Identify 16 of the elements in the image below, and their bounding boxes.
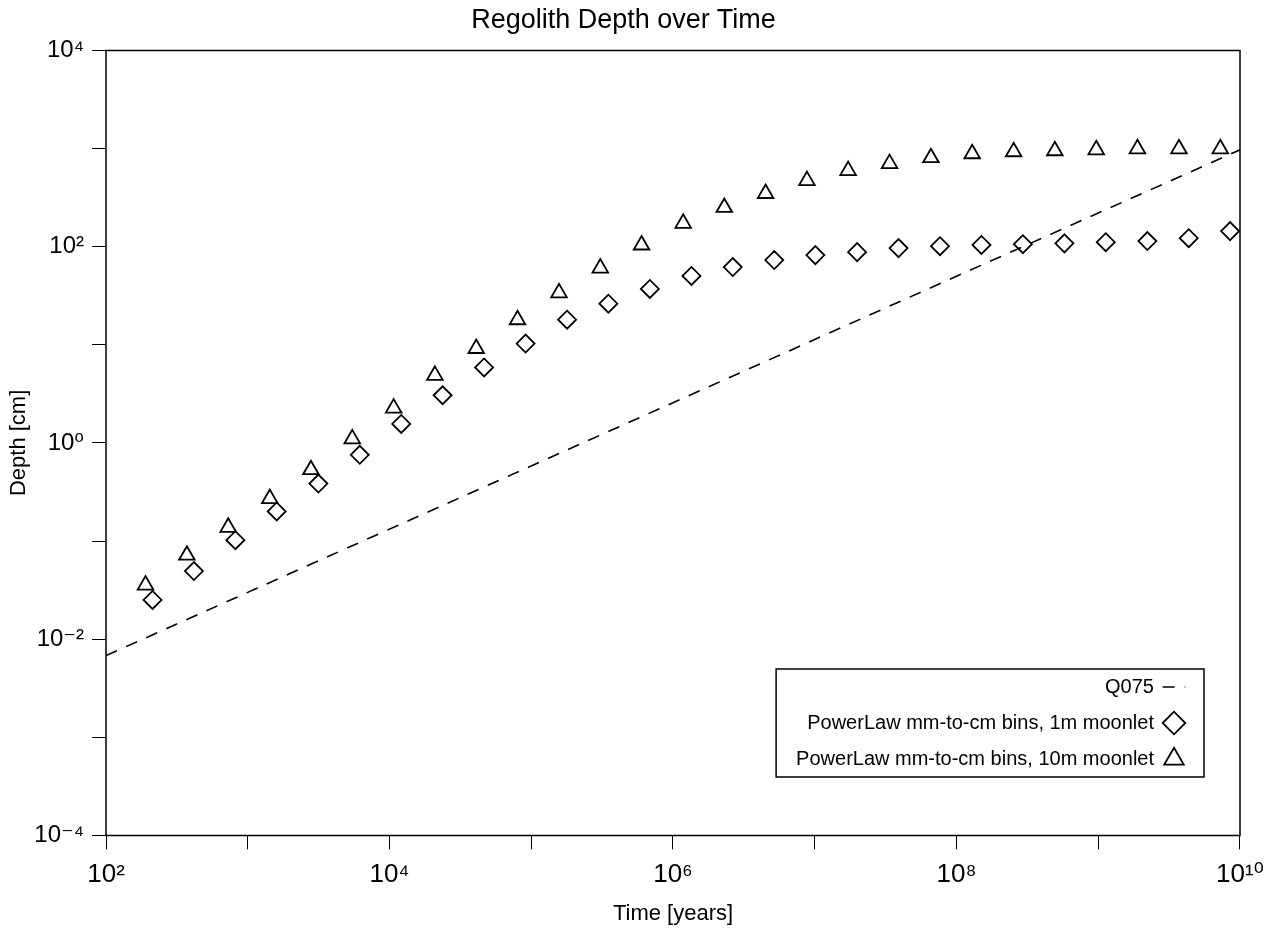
x-tick-label: 10⁶ bbox=[653, 858, 693, 889]
x-axis-title: Time [years] bbox=[612, 899, 734, 925]
x-tick-label: 10¹⁰ bbox=[1215, 858, 1265, 889]
y-tick-label: 10⁴ bbox=[46, 35, 84, 63]
legend-label: PowerLaw mm-to-cm bins, 1m moonlet bbox=[807, 710, 1155, 733]
y-axis-title: Depth [cm] bbox=[5, 389, 31, 497]
legend-label: Q075 bbox=[1105, 674, 1154, 697]
y-tick-label: 10⁻⁴ bbox=[34, 820, 84, 848]
x-tick-label: 10² bbox=[87, 858, 126, 889]
y-tick-label: 10⁻² bbox=[36, 623, 84, 651]
legend-label: PowerLaw mm-to-cm bins, 10m moonlet bbox=[796, 746, 1155, 769]
x-tick-label: 10⁴ bbox=[369, 858, 410, 889]
chart-title: Regolith Depth over Time bbox=[471, 3, 776, 34]
y-tick-label: 10⁰ bbox=[47, 427, 84, 455]
x-tick-label: 10⁸ bbox=[936, 858, 977, 889]
y-tick-label: 10² bbox=[49, 231, 85, 259]
